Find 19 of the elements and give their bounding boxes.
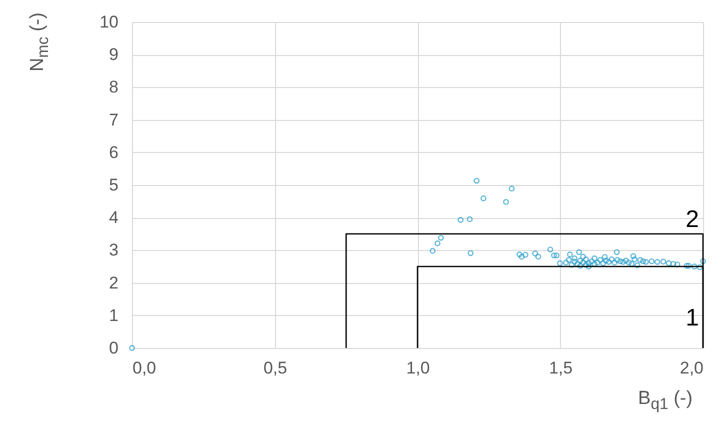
y-tick-label: 6: [109, 142, 118, 162]
x-tick-label: 0,0: [132, 358, 156, 378]
y-tick-label: 9: [109, 45, 118, 64]
series-label: 2: [686, 206, 699, 233]
y-tick-label: 7: [109, 110, 118, 130]
y-tick-label: 10: [100, 12, 118, 32]
y-tick-label: 3: [109, 240, 118, 260]
x-tick-label: 1,0: [406, 358, 430, 378]
x-tick-label: 1,5: [548, 358, 573, 378]
x-tick-label: 2,0: [680, 358, 704, 378]
series-label: 1: [686, 304, 699, 332]
y-tick-label: 0: [109, 338, 118, 358]
x-axis-title: B$_{q1}$ (-): [638, 388, 693, 414]
x-tick-label: 0,5: [263, 358, 288, 378]
y-tick-label: 4: [109, 208, 118, 228]
y-tick-label: 2: [109, 273, 118, 292]
y-tick-label: 8: [109, 78, 118, 97]
y-tick-label: 1: [109, 306, 118, 325]
y-tick-label: 5: [109, 176, 118, 194]
